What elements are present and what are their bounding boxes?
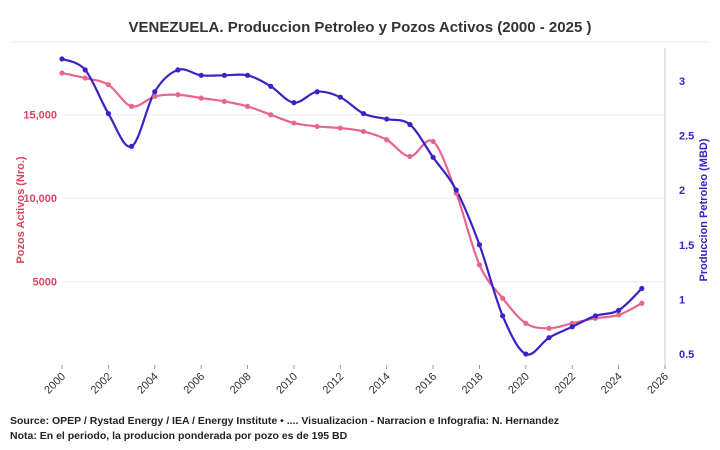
produccion-petroleo-point: [523, 351, 529, 357]
produccion-petroleo-point: [128, 143, 135, 149]
x-tick-label: 2022: [553, 371, 579, 397]
pozos-activos-point: [105, 82, 111, 88]
pozos-activos-point: [244, 103, 251, 109]
produccion-petroleo-point: [152, 89, 158, 95]
x-tick-label: 2006: [181, 371, 207, 397]
pozos-activos-point: [59, 70, 65, 76]
pozos-activos-point: [500, 295, 506, 301]
produccion-petroleo-point: [500, 313, 506, 319]
y-right-tick-label: 2: [679, 185, 685, 197]
produccion-petroleo-point: [268, 83, 274, 89]
pozos-activos-point: [384, 137, 390, 143]
pozos-activos-point: [291, 120, 297, 126]
produccion-petroleo-point: [453, 187, 459, 193]
y-left-tick-label: 10,000: [23, 193, 57, 205]
y-axis-right-label: Produccion Petroleo (MBD): [698, 138, 710, 281]
y-right-tick-label: 3: [679, 76, 685, 88]
produccion-petroleo-point: [476, 242, 483, 248]
produccion-petroleo-point: [569, 324, 575, 330]
footer-note: Nota: En el periodo, la producion ponder…: [10, 430, 348, 442]
pozos-activos-point: [314, 123, 320, 130]
pozos-activos-point: [128, 103, 135, 109]
pozos-activos-point: [337, 125, 343, 131]
produccion-petroleo-point: [244, 72, 251, 78]
x-tick-label: 2018: [460, 371, 486, 397]
chart-title: VENEZUELA. Produccion Petroleo y Pozos A…: [129, 19, 592, 36]
produccion-petroleo-point: [105, 110, 111, 117]
x-tick-label: 2012: [321, 371, 347, 397]
produccion-petroleo-point: [430, 154, 436, 160]
produccion-petroleo-point: [360, 110, 367, 117]
pozos-activos-point: [430, 138, 436, 145]
produccion-petroleo-point: [198, 72, 204, 78]
pozos-activos-point: [639, 300, 645, 306]
pozos-activos-point: [152, 93, 158, 99]
pozos-activos-point: [198, 95, 204, 101]
x-tick-label: 2010: [274, 371, 300, 397]
pozos-activos-point: [546, 325, 552, 331]
series-points: [59, 56, 645, 357]
x-tick-label: 2004: [135, 371, 161, 397]
pozos-activos-point: [82, 75, 88, 81]
y-left-tick-label: 5000: [33, 277, 57, 289]
produccion-petroleo-point: [82, 67, 88, 73]
produccion-petroleo-point: [546, 335, 552, 341]
produccion-petroleo-point: [639, 285, 645, 292]
produccion-petroleo-point: [407, 121, 413, 128]
y-right-tick-label: 0.5: [679, 349, 694, 361]
produccion-petroleo-point: [592, 313, 599, 319]
pozos-activos-point: [175, 92, 181, 98]
produccion-petroleo-point: [337, 94, 343, 100]
x-tick-label: 2026: [645, 371, 671, 397]
x-tick-label: 2002: [89, 371, 115, 397]
x-tick-label: 2020: [506, 371, 532, 397]
x-tick-label: 2000: [42, 371, 68, 397]
produccion-petroleo-point: [291, 100, 297, 106]
y-axis-left-label: Pozos Activos (Nro.): [15, 156, 27, 263]
produccion-petroleo-point: [384, 116, 390, 122]
x-tick-label: 2024: [599, 371, 625, 397]
pozos-activos-line: [61, 71, 643, 330]
produccion-petroleo-line: [61, 57, 643, 356]
x-tick-label: 2014: [367, 371, 393, 397]
y-right-tick-label: 1: [679, 294, 685, 306]
x-tick-label: 2016: [413, 371, 439, 397]
pozos-activos-point: [360, 128, 367, 135]
x-tick-label: 2008: [228, 371, 254, 397]
y-left-tick-label: 15,000: [23, 110, 57, 122]
series-lines: [61, 57, 643, 356]
produccion-petroleo-point: [616, 307, 622, 313]
footer-source: Source: OPEP / Rystad Energy / IEA / Ene…: [10, 415, 560, 427]
y-right-tick-label: 1.5: [679, 240, 694, 252]
pozos-activos-point: [616, 312, 622, 318]
pozos-activos-point: [268, 112, 274, 118]
chart-canvas: VENEZUELA. Produccion Petroleo y Pozos A…: [10, 19, 710, 397]
produccion-petroleo-point: [59, 56, 65, 62]
pozos-activos-point: [407, 153, 413, 160]
pozos-activos-point: [523, 320, 529, 326]
y-right-tick-label: 2.5: [679, 130, 694, 142]
produccion-petroleo-point: [314, 89, 320, 95]
pozos-activos-point: [476, 262, 483, 268]
produccion-petroleo-point: [221, 72, 227, 78]
pozos-activos-point: [221, 98, 227, 104]
produccion-petroleo-point: [175, 67, 181, 73]
grid-lines: [62, 114, 665, 283]
